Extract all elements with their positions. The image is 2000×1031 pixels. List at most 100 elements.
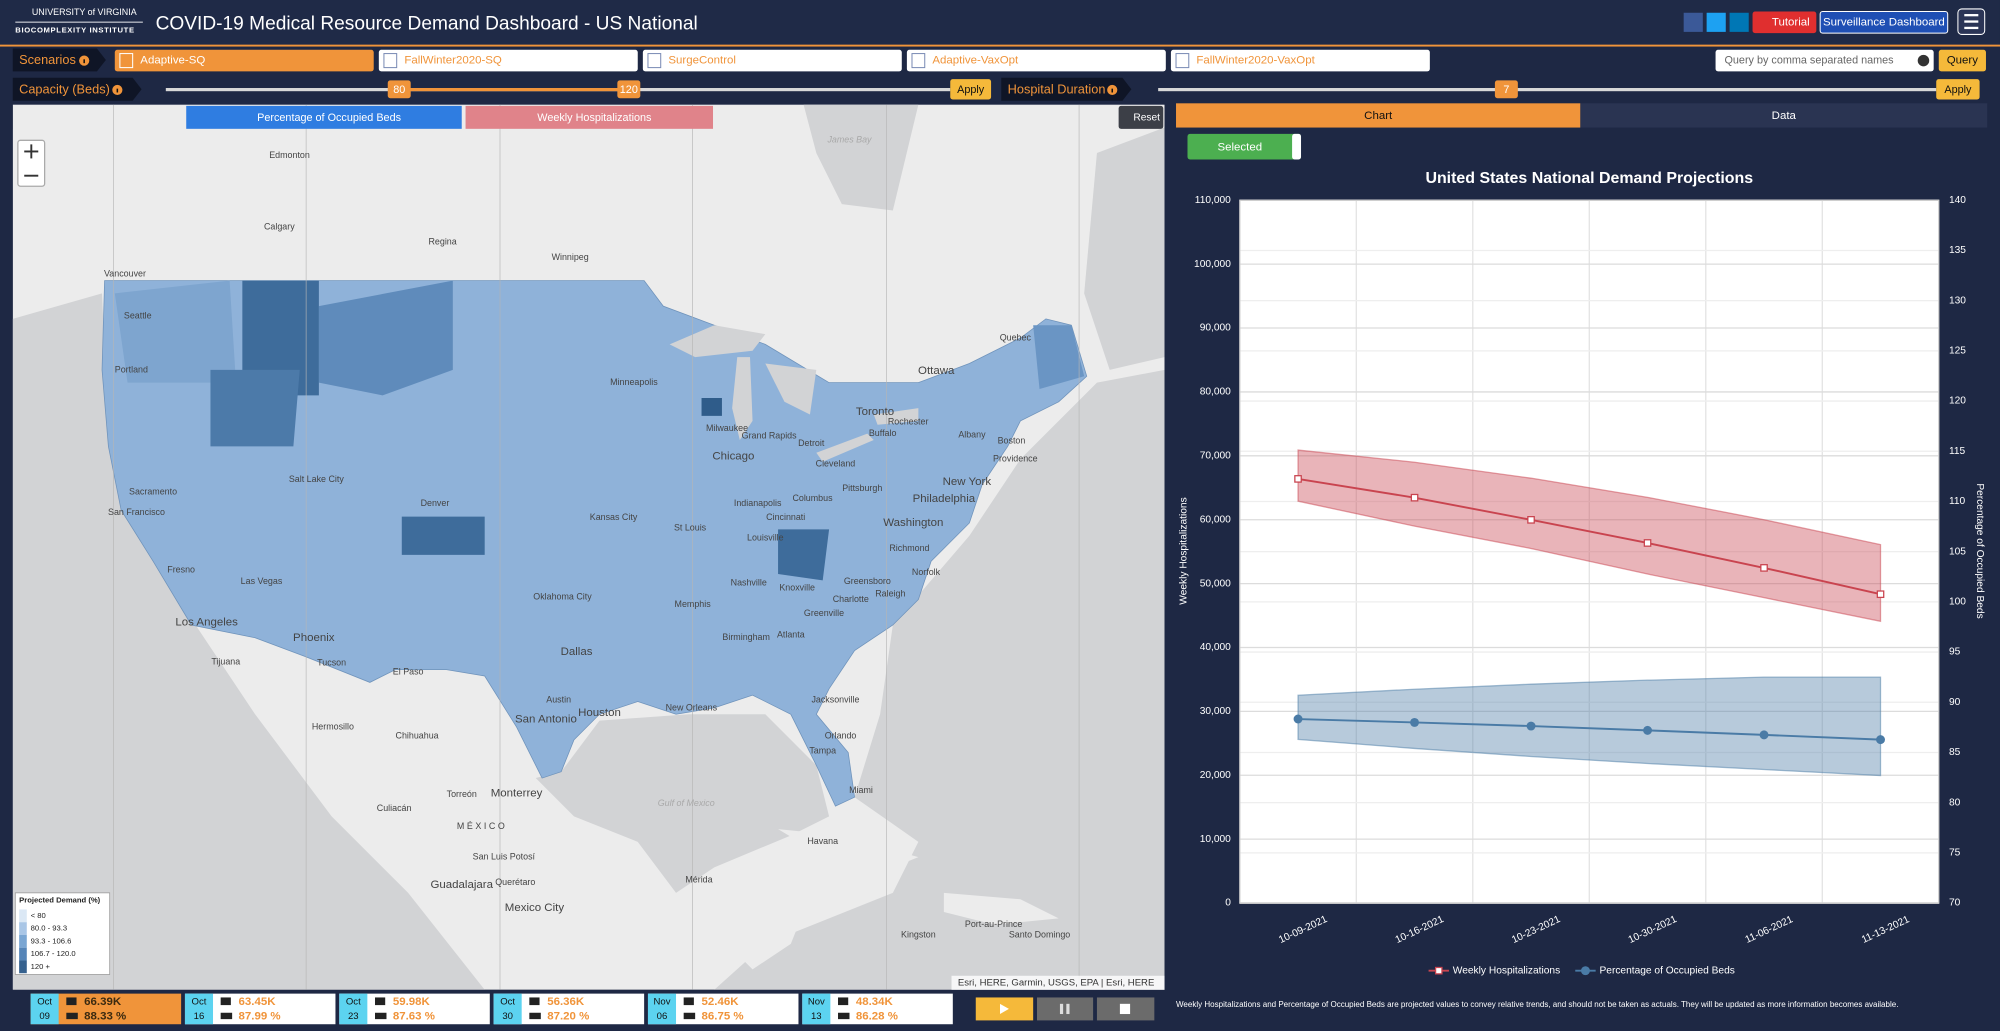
- legend-swatch: [19, 947, 27, 961]
- bed-icon: [683, 1012, 696, 1020]
- timeline-day: 16: [194, 1011, 205, 1022]
- apply-button[interactable]: [950, 79, 992, 100]
- timeline-hosp: 63.45K: [239, 996, 277, 1008]
- projection-button[interactable]: [186, 105, 462, 129]
- map-label: Gulf of Mexico: [658, 798, 715, 808]
- scenario-icon: [383, 53, 398, 69]
- social-icon[interactable]: [1706, 12, 1726, 32]
- pause-icon: [1059, 1003, 1064, 1015]
- data-tab-label[interactable]: Data: [1772, 110, 1797, 122]
- land: [943, 892, 1059, 925]
- projection-button[interactable]: [465, 105, 714, 129]
- scenario-icon: [911, 53, 926, 69]
- scenario-tab-label[interactable]: Adaptive-VaxOpt: [932, 55, 1019, 67]
- apply-label[interactable]: Apply: [957, 84, 985, 96]
- map-label: Toronto: [856, 406, 894, 418]
- slider-handle[interactable]: [387, 80, 411, 99]
- lake: [732, 357, 753, 441]
- timeline-hosp: 56.36K: [547, 996, 585, 1008]
- apply-label[interactable]: Apply: [1944, 84, 1972, 96]
- timeline-month: Oct: [346, 996, 361, 1007]
- timeline-beds: 87.99 %: [239, 1011, 281, 1023]
- y2-tick-label: 120: [1949, 396, 1966, 407]
- y2-tick-label: 80: [1949, 797, 1961, 808]
- data-point: [1643, 725, 1652, 735]
- reset-button[interactable]: [1118, 105, 1164, 129]
- y2-tick-label: 105: [1949, 546, 1966, 557]
- map-label: Tampa: [809, 746, 836, 756]
- confidence-band: [1297, 449, 1882, 623]
- selected-toggle[interactable]: [1187, 133, 1302, 160]
- legend-swatch: [19, 909, 27, 923]
- y-tick-label: 80,000: [1200, 387, 1231, 398]
- social-icon[interactable]: [1729, 12, 1749, 32]
- query-button[interactable]: [1938, 49, 1986, 72]
- bed-icon: [529, 1012, 541, 1020]
- duration-track: [1158, 88, 1937, 92]
- apply-button[interactable]: [1936, 79, 1980, 100]
- data-point: [1759, 730, 1769, 740]
- tutorial-label[interactable]: Tutorial: [1772, 16, 1810, 28]
- scenario-tab-label[interactable]: FallWinter2020-VaxOpt: [1196, 55, 1315, 67]
- social-icon[interactable]: [1683, 12, 1703, 32]
- clear-icon[interactable]: [1917, 54, 1930, 67]
- selected-label[interactable]: Selected: [1217, 141, 1262, 153]
- map-label: San Luis Potosí: [473, 852, 536, 862]
- scenario-tab-label[interactable]: Adaptive-SQ: [140, 55, 205, 67]
- scenario-tab[interactable]: [642, 49, 902, 72]
- map-label: Seattle: [124, 311, 152, 321]
- hosp-icon: [66, 997, 77, 1006]
- scenario-tab-label[interactable]: FallWinter2020-SQ: [404, 55, 502, 67]
- search-input[interactable]: [1715, 49, 1934, 72]
- map[interactable]: James Bay Edmonton Calgary Regina Winnipeg Va…: [12, 104, 1165, 990]
- map-label: Portland: [115, 364, 148, 374]
- legend-swatch: [19, 960, 27, 974]
- legend-label[interactable]: Percentage of Occupied Beds: [1599, 965, 1734, 976]
- map-label: Washington: [883, 517, 943, 529]
- pause-button[interactable]: [1036, 997, 1094, 1021]
- projection-button-label[interactable]: Weekly Hospitalizations: [537, 112, 652, 124]
- surveillance-button[interactable]: [1819, 10, 1949, 34]
- map-label: Winnipeg: [552, 252, 589, 262]
- legend-marker: [1580, 966, 1590, 976]
- query-label[interactable]: Query: [1947, 55, 1978, 67]
- surveillance-label[interactable]: Surveillance Dashboard: [1823, 16, 1945, 28]
- plot-border: [1239, 199, 1940, 904]
- scenario-tab[interactable]: [906, 49, 1166, 72]
- scenario-tab[interactable]: [114, 49, 374, 72]
- legend-swatch: [19, 922, 27, 935]
- scenario-tab[interactable]: [378, 49, 638, 72]
- y2-axis-label: Percentage of Occupied Beds: [1974, 483, 1985, 618]
- map-label: Quebec: [1000, 332, 1032, 342]
- projection-button-label[interactable]: Percentage of Occupied Beds: [257, 112, 401, 124]
- chart-tab[interactable]: [1176, 103, 1581, 128]
- scenario-tab[interactable]: [1170, 49, 1430, 72]
- region-dark: [401, 516, 485, 555]
- map-label: Columbus: [792, 493, 833, 503]
- map-label: Austin: [546, 695, 571, 705]
- region-medium: [114, 280, 236, 383]
- data-tab[interactable]: [1580, 103, 1988, 128]
- y2-tick-label: 125: [1949, 346, 1966, 357]
- data-point: [1876, 735, 1885, 745]
- slider-handle[interactable]: [1494, 80, 1518, 99]
- chart-tab-label[interactable]: Chart: [1364, 110, 1393, 122]
- pause-icon: [1066, 1003, 1070, 1015]
- reset-label[interactable]: Reset: [1133, 113, 1160, 124]
- y2-tick-label: 70: [1949, 898, 1961, 909]
- data-point: [1760, 564, 1768, 572]
- info-icon-bar: [116, 88, 119, 93]
- bed-icon: [374, 1012, 387, 1020]
- map-label: Chicago: [712, 451, 754, 463]
- y2-tick-label: 95: [1949, 647, 1961, 658]
- data-point: [1410, 717, 1420, 727]
- menu-bar: [1964, 14, 1979, 17]
- legend-label[interactable]: Weekly Hospitalizations: [1453, 965, 1560, 976]
- scenario-tab-label[interactable]: SurgeControl: [668, 55, 736, 67]
- map-label: Ottawa: [918, 365, 955, 377]
- tutorial-button[interactable]: [1752, 11, 1817, 34]
- map-label: MÉXICO: [457, 821, 507, 831]
- slider-handle[interactable]: [617, 80, 641, 99]
- data-point: [1527, 516, 1535, 524]
- stop-icon: [1119, 1003, 1131, 1015]
